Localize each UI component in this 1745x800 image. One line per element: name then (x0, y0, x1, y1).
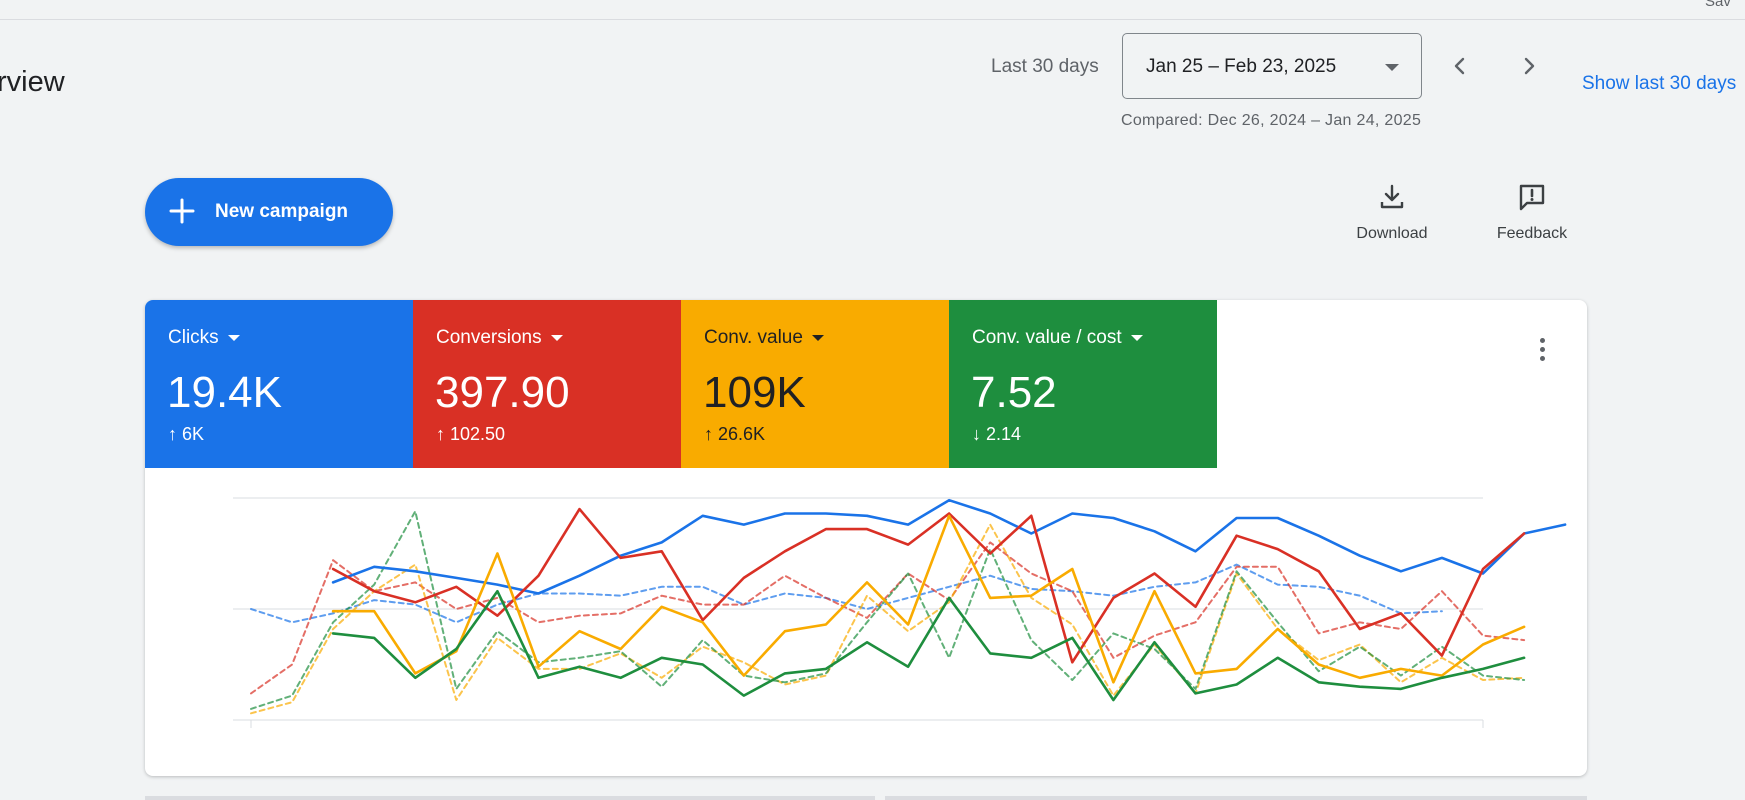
dropdown-arrow-icon (550, 334, 563, 341)
new-campaign-button[interactable]: New campaign (145, 178, 393, 246)
arrow-up-icon: ↑ (168, 424, 177, 444)
dropdown-arrow-icon (227, 334, 240, 341)
date-range-dropdown[interactable]: Jan 25 – Feb 23, 2025 (1122, 33, 1422, 99)
metric-tile-clicks[interactable]: Clicks 19.4K ↑ 6K (145, 300, 413, 468)
metric-name: Clicks (168, 327, 240, 349)
show-last-30-days-link[interactable]: Show last 30 days (1582, 73, 1737, 94)
download-label: Download (1356, 225, 1428, 242)
metric-value: 7.52 (971, 368, 1057, 417)
metric-tile-conversions[interactable]: Conversions 397.90 ↑ 102.50 (413, 300, 681, 468)
chart-series-line (331, 507, 1526, 664)
chevron-right-icon (1524, 57, 1535, 75)
date-range-preset-label: Last 30 days (991, 56, 1099, 77)
metric-delta: ↑ 102.50 (436, 424, 506, 444)
chart-series-line (331, 589, 1526, 702)
feedback-label: Feedback (1496, 225, 1568, 242)
date-range-value: Jan 25 – Feb 23, 2025 (1146, 56, 1337, 77)
chart-series-line (331, 514, 1526, 684)
metric-delta: ↓ 2.14 (972, 424, 1022, 444)
performance-card: Clicks 19.4K ↑ 6K Conversions 397.90 ↑ 1… (145, 300, 1587, 776)
metric-delta: ↑ 26.6K (704, 424, 766, 444)
next-period-button[interactable] (1509, 46, 1549, 86)
next-card-edge (885, 796, 1587, 800)
feedback-icon (1519, 184, 1545, 211)
arrow-down-icon: ↓ (972, 424, 981, 444)
chevron-left-icon (1454, 57, 1465, 75)
page-title: rview (0, 66, 65, 98)
chart-series-line (250, 523, 1526, 715)
download-icon (1380, 184, 1404, 209)
chart-series-line (250, 541, 1526, 695)
more-options-icon[interactable] (1536, 338, 1548, 366)
dropdown-arrow-icon (1385, 64, 1399, 71)
metric-tile-conv-value[interactable]: Conv. value 109K ↑ 26.6K (681, 300, 949, 468)
performance-line-chart (233, 497, 1567, 728)
top-right-truncated-text: Sav (1705, 0, 1731, 10)
metric-value: 19.4K (167, 368, 282, 417)
metric-name: Conv. value (704, 327, 824, 349)
feedback-button[interactable]: Feedback (1487, 182, 1577, 243)
previous-period-button[interactable] (1440, 46, 1480, 86)
metric-name: Conversions (436, 327, 563, 349)
chart-series-line (250, 510, 1526, 710)
comparison-range-text: Compared: Dec 26, 2024 – Jan 24, 2025 (1121, 112, 1422, 129)
new-campaign-label: New campaign (215, 201, 349, 222)
header-divider (0, 19, 1745, 20)
metric-delta: ↑ 6K (168, 424, 205, 444)
arrow-up-icon: ↑ (704, 424, 713, 444)
download-button[interactable]: Download (1345, 182, 1439, 243)
metric-tile-conv-value-per-cost[interactable]: Conv. value / cost 7.52 ↓ 2.14 (949, 300, 1217, 468)
metric-value: 109K (703, 368, 806, 417)
metric-name: Conv. value / cost (972, 327, 1143, 349)
dropdown-arrow-icon (1130, 334, 1143, 341)
metric-value: 397.90 (435, 368, 570, 417)
chart-series-line (331, 498, 1567, 595)
arrow-up-icon: ↑ (436, 424, 445, 444)
dropdown-arrow-icon (811, 334, 824, 341)
next-card-edge (145, 796, 875, 800)
plus-icon (169, 198, 195, 224)
